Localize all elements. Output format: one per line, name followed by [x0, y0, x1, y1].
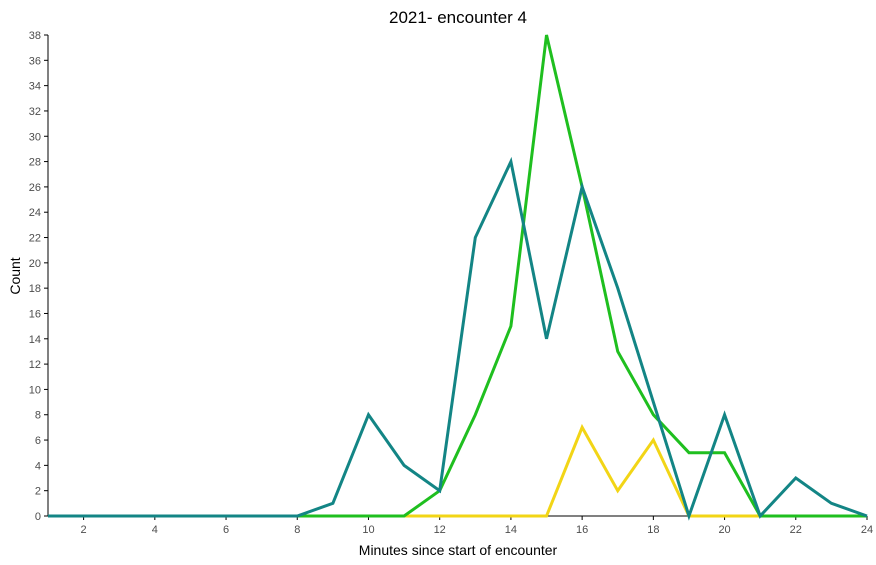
- x-axis-label: Minutes since start of encounter: [359, 542, 558, 558]
- y-tick-label: 24: [29, 207, 41, 219]
- x-tick-label: 16: [576, 524, 588, 536]
- y-tick-label: 0: [35, 511, 41, 523]
- y-tick-label: 8: [35, 410, 41, 422]
- y-tick-label: 38: [29, 30, 41, 42]
- x-tick-label: 20: [718, 524, 730, 536]
- y-tick-label: 32: [29, 106, 41, 118]
- x-tick-label: 14: [505, 524, 517, 536]
- x-tick-label: 2: [81, 524, 87, 536]
- y-tick-label: 6: [35, 435, 41, 447]
- y-tick-label: 2: [35, 486, 41, 498]
- y-tick-label: 26: [29, 182, 41, 194]
- series-line-3: [48, 156, 868, 521]
- series-lines: [48, 34, 868, 521]
- y-tick-label: 34: [29, 81, 41, 93]
- y-axis-label: Count: [7, 257, 23, 294]
- chart-title: 2021- encounter 4: [389, 8, 527, 27]
- x-tick-label: 10: [362, 524, 374, 536]
- y-tick-label: 4: [35, 460, 41, 472]
- x-tick-label: 6: [223, 524, 229, 536]
- y-tick-label: 12: [29, 359, 41, 371]
- y-tick-label: 16: [29, 308, 41, 320]
- x-tick-label: 4: [152, 524, 158, 536]
- x-tick-label: 18: [647, 524, 659, 536]
- x-tick-label: 24: [861, 524, 873, 536]
- y-tick-label: 14: [29, 334, 41, 346]
- series-line-2: [48, 34, 867, 518]
- y-tick-label: 10: [29, 384, 41, 396]
- y-tick-label: 28: [29, 157, 41, 169]
- y-tick-label: 22: [29, 233, 41, 245]
- y-tick-label: 20: [29, 258, 41, 270]
- x-tick-label: 12: [434, 524, 446, 536]
- y-tick-label: 36: [29, 55, 41, 67]
- x-tick-label: 22: [790, 524, 802, 536]
- x-tick-label: 8: [294, 524, 300, 536]
- y-tick-label: 30: [29, 131, 41, 143]
- y-tick-label: 18: [29, 283, 41, 295]
